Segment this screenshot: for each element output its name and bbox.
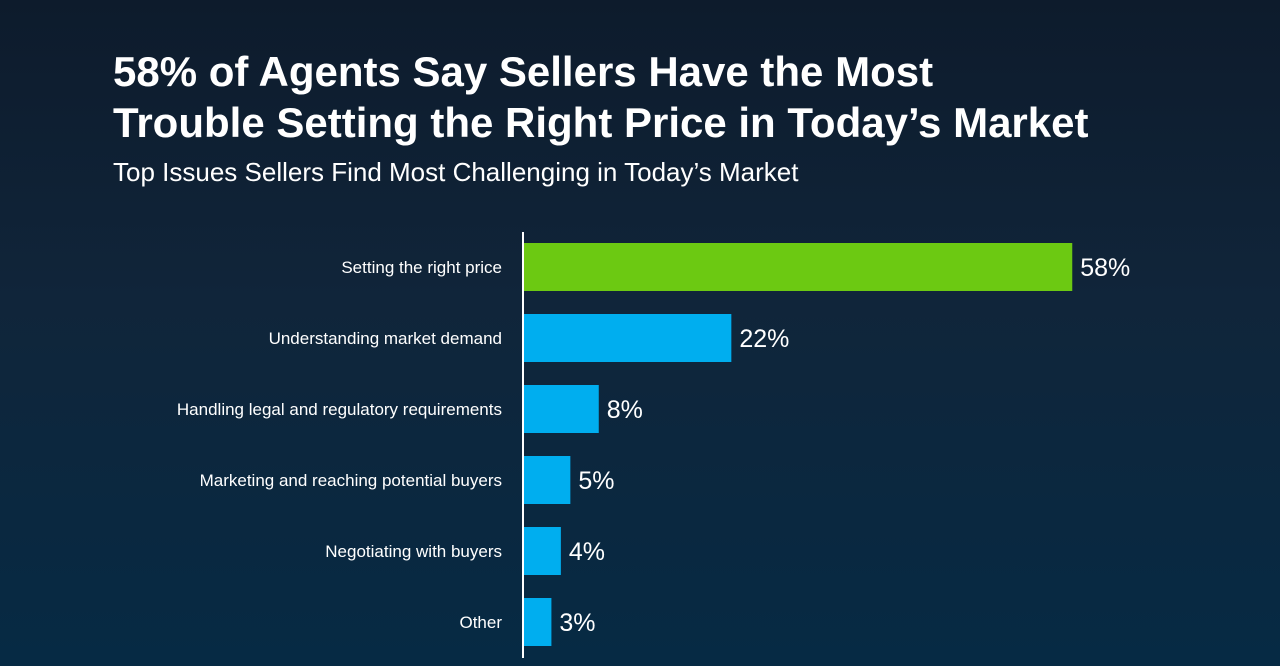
category-label: Handling legal and regulatory requiremen… bbox=[177, 400, 502, 419]
bar-1 bbox=[523, 314, 732, 362]
category-label: Setting the right price bbox=[341, 258, 502, 277]
value-label: 8% bbox=[607, 396, 643, 424]
value-label: 22% bbox=[739, 325, 789, 353]
title-line-2: Trouble Setting the Right Price in Today… bbox=[113, 99, 1089, 146]
bar-4 bbox=[523, 527, 561, 575]
value-label: 5% bbox=[578, 467, 614, 495]
chart-title: 58% of Agents Say Sellers Have the Most … bbox=[113, 46, 1173, 148]
chart-subtitle: Top Issues Sellers Find Most Challenging… bbox=[113, 157, 799, 187]
title-line-1: 58% of Agents Say Sellers Have the Most bbox=[113, 48, 934, 95]
bar-5 bbox=[523, 598, 552, 646]
bar-0 bbox=[523, 243, 1073, 291]
value-label: 58% bbox=[1080, 254, 1130, 282]
category-label: Understanding market demand bbox=[269, 329, 502, 348]
category-label: Marketing and reaching potential buyers bbox=[200, 471, 502, 490]
category-label: Negotiating with buyers bbox=[325, 542, 502, 561]
bar-3 bbox=[523, 456, 571, 504]
value-label: 3% bbox=[559, 609, 595, 637]
category-label: Other bbox=[459, 613, 502, 632]
bar-2 bbox=[523, 385, 599, 433]
value-label: 4% bbox=[569, 538, 605, 566]
